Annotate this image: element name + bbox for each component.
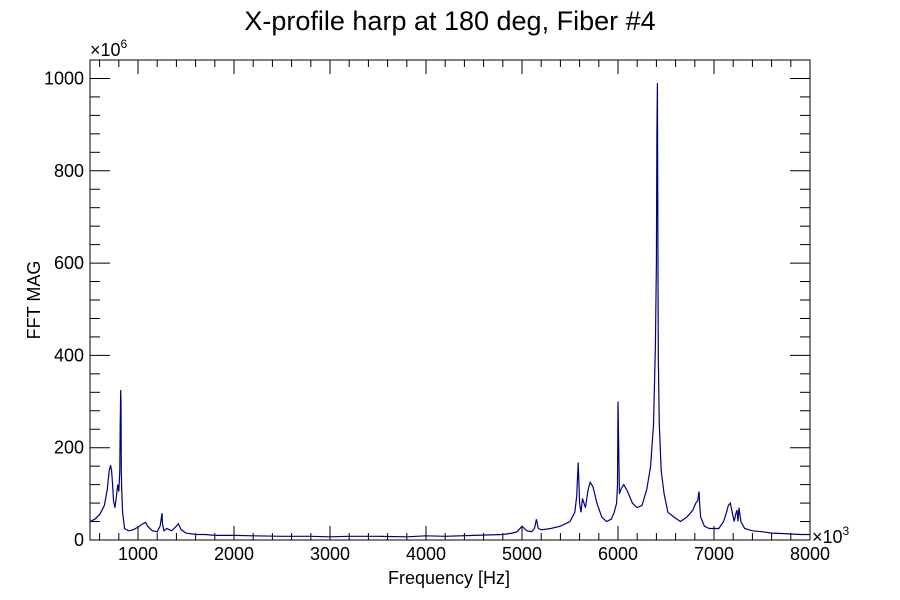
y-tick-label: 1000 (44, 68, 84, 88)
y-multiplier-exponent: 6 (121, 37, 128, 51)
x-tick-label: 6000 (598, 544, 638, 564)
plot-frame-border (89, 59, 811, 541)
x-tick-label: 5000 (502, 544, 542, 564)
y-tick-label: 200 (54, 438, 84, 458)
x-axis-label: Frequency [Hz] (388, 568, 510, 588)
y-tick-label: 0 (74, 530, 84, 550)
chart-title: X-profile harp at 180 deg, Fiber #4 (244, 6, 655, 36)
y-tick-label: 600 (54, 253, 84, 273)
x-tick-label: 8000 (790, 544, 830, 564)
y-multiplier-base: ×10 (90, 40, 121, 60)
x-tick-label: 2000 (214, 544, 254, 564)
y-tick-label: 400 (54, 345, 84, 365)
x-tick-label: 3000 (310, 544, 350, 564)
plot-frame (89, 59, 811, 541)
x-tick-label: 7000 (694, 544, 734, 564)
series-line-spectrum (89, 83, 810, 538)
x-tick-label: 4000 (406, 544, 446, 564)
x-multiplier: ×103 (812, 524, 850, 547)
x-multiplier-base: ×10 (812, 527, 843, 547)
x-tick-label: 1000 (118, 544, 158, 564)
y-axis-label: FFT MAG (24, 261, 44, 340)
x-multiplier-exponent: 3 (843, 524, 850, 538)
y-tick-label: 800 (54, 161, 84, 181)
y-multiplier: ×106 (90, 37, 128, 60)
axis-ticks (90, 59, 811, 541)
tick-labels: 1000 2000 3000 4000 5000 6000 7000 8000 0 200 400 6… (44, 68, 830, 564)
